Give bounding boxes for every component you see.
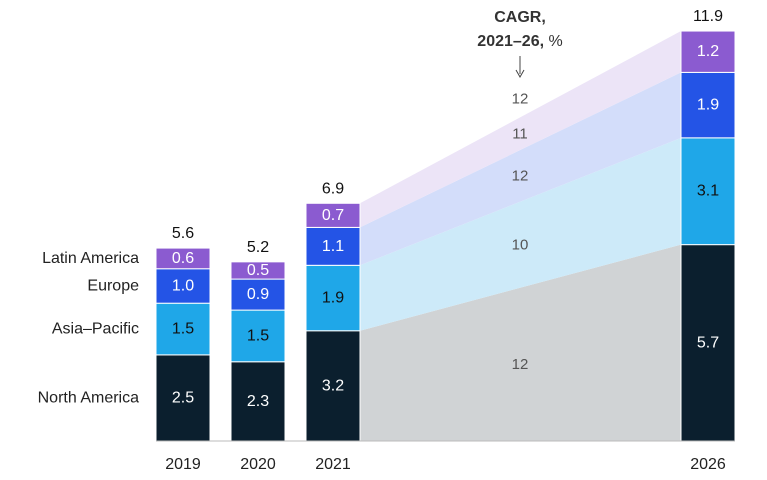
bar-segment bbox=[305, 226, 361, 266]
growth-band-3 bbox=[360, 31, 681, 228]
total-value-label: 6.9 bbox=[322, 180, 344, 197]
segment-value-label: 2.3 bbox=[247, 393, 269, 410]
series-label: North America bbox=[38, 389, 139, 406]
bar-segment bbox=[305, 330, 361, 442]
growth-bands bbox=[360, 31, 681, 441]
total-value-label: 11.9 bbox=[693, 8, 723, 25]
cagr-value-label: 12 bbox=[512, 167, 529, 184]
bar-segment bbox=[230, 309, 286, 363]
growth-band-2 bbox=[360, 72, 681, 266]
segment-value-label: 3.1 bbox=[697, 183, 719, 200]
bar-segment bbox=[680, 71, 736, 139]
cagr-title-unit: % bbox=[544, 33, 563, 50]
bar-segment bbox=[680, 244, 736, 442]
cagr-title-line1: CAGR, bbox=[494, 9, 546, 26]
bar-segment bbox=[305, 202, 361, 228]
total-value-label: 5.2 bbox=[247, 239, 269, 256]
cagr-labels: 12 10 12 11 12 bbox=[512, 91, 529, 373]
x-tick-label: 2026 bbox=[690, 456, 726, 473]
growth-band-0 bbox=[360, 244, 681, 441]
cagr-value-label: 10 bbox=[512, 236, 529, 253]
segment-value-label: 0.9 bbox=[247, 286, 269, 303]
cagr-arrow-head bbox=[515, 69, 525, 79]
segment-value-label: 5.7 bbox=[697, 334, 719, 351]
segment-value-label: 0.6 bbox=[172, 250, 194, 267]
x-tick-label: 2019 bbox=[165, 456, 201, 473]
cagr-value-label: 12 bbox=[512, 356, 529, 373]
segment-value-label: 0.5 bbox=[247, 262, 269, 279]
bar-segment bbox=[230, 361, 286, 442]
segment-value-label: 2.5 bbox=[172, 389, 194, 406]
segment-value-label: 1.9 bbox=[322, 290, 344, 307]
bar-segment bbox=[680, 30, 736, 73]
segment-value-label: 1.2 bbox=[697, 43, 719, 60]
series-label: Europe bbox=[87, 277, 139, 294]
bar-segment bbox=[155, 354, 211, 442]
bar-segment bbox=[155, 302, 211, 356]
cagr-title-period: 2021–26, bbox=[477, 33, 544, 50]
bar-segment bbox=[155, 247, 211, 270]
segment-value-label: 0.7 bbox=[322, 207, 344, 224]
x-axis-ticks: 2019 2020 2021 2026 bbox=[165, 456, 726, 473]
cagr-title-line2: 2021–26, % bbox=[477, 33, 562, 50]
series-label: Latin America bbox=[42, 250, 139, 267]
bar-segment bbox=[230, 261, 286, 280]
segment-value-label: 1.9 bbox=[697, 97, 719, 114]
x-tick-label: 2021 bbox=[315, 456, 351, 473]
growth-band-1 bbox=[360, 137, 681, 331]
segment-value-label: 1.0 bbox=[172, 277, 194, 294]
series-labels: North America Asia–Pacific Europe Latin Ame… bbox=[38, 250, 139, 407]
series-label: Asia–Pacific bbox=[52, 321, 139, 338]
segment-value-label: 3.2 bbox=[322, 377, 344, 394]
segment-value-label: 1.5 bbox=[172, 321, 194, 338]
bar-segment bbox=[305, 264, 361, 332]
cagr-total-label: 12 bbox=[512, 91, 529, 108]
cagr-value-label: 11 bbox=[512, 125, 528, 142]
bar-segment bbox=[680, 137, 736, 246]
x-tick-label: 2020 bbox=[240, 456, 276, 473]
segment-value-label: 1.1 bbox=[322, 238, 344, 255]
bars: 2.5 1.5 1.0 0.6 5.6 2.3 1.5 0.9 0.5 5.2 3.2 1.9 1.1 0… bbox=[155, 8, 736, 442]
total-value-label: 5.6 bbox=[172, 225, 194, 242]
cagr-header: CAGR, 2021–26, % bbox=[477, 9, 563, 79]
segment-value-label: 1.5 bbox=[247, 327, 269, 344]
